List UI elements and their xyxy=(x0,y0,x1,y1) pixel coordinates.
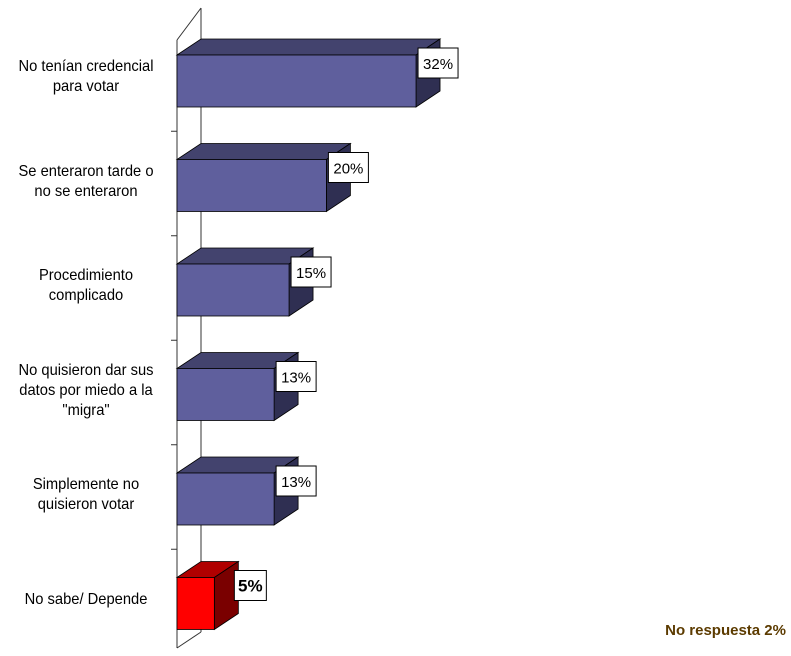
category-label-6: No sabe/ Depende xyxy=(12,590,159,610)
value-label-5: 13% xyxy=(275,465,317,497)
value-label-box xyxy=(275,465,317,497)
value-label-4: 13% xyxy=(275,361,317,392)
bar-front-face xyxy=(176,577,215,630)
category-label-line: no se enteraron xyxy=(34,182,138,200)
category-label-1: No tenían credencial para votar xyxy=(12,57,159,97)
value-label-2: 20% xyxy=(327,152,369,183)
category-label-line: Se enteraron tarde o xyxy=(18,162,154,180)
bar-front-face xyxy=(176,368,275,421)
bars xyxy=(175,38,442,631)
axis-top-edge xyxy=(176,7,202,41)
category-label-line: "migra" xyxy=(62,401,110,419)
no-response-note: No respuesta 2% xyxy=(665,622,786,639)
category-label-line: Procedimiento xyxy=(38,267,134,284)
value-label-text: 20% xyxy=(333,161,363,178)
value-label-6: 5% xyxy=(233,570,267,601)
category-label-2: Se enteraron tarde o no se enteraron xyxy=(12,162,159,202)
bar-2 xyxy=(175,142,352,213)
value-label-box xyxy=(275,361,317,392)
value-label-text: 15% xyxy=(296,265,326,282)
value-labels: 32% 20% 15% 13% 13% 5% xyxy=(233,47,459,601)
category-label-line: para votar xyxy=(52,78,120,95)
value-label-text: 32% xyxy=(423,56,453,73)
bar-1 xyxy=(175,38,442,108)
category-label-5: Simplemente no quisieron votar xyxy=(12,475,159,515)
value-label-text: 13% xyxy=(281,474,311,491)
axis-bottom-edge xyxy=(176,631,202,649)
bar-6 xyxy=(175,560,240,631)
category-label-3: Procedimiento complicado xyxy=(12,266,159,306)
category-label-line: quisieron votar xyxy=(37,496,135,513)
bar-front-face xyxy=(176,54,417,108)
bar-front-face xyxy=(176,472,275,526)
category-label-4: No quisieron dar sus datos por miedo a la… xyxy=(12,361,159,421)
bar-front-face xyxy=(176,263,290,317)
value-label-box xyxy=(327,152,369,183)
axis xyxy=(171,7,202,649)
bar-top-face xyxy=(175,38,442,56)
category-label-line: complicado xyxy=(48,287,124,304)
value-label-3: 15% xyxy=(290,256,332,288)
value-label-1: 32% xyxy=(417,47,459,79)
bar-top-face xyxy=(175,143,352,160)
category-label-line: datos por miedo a la xyxy=(19,381,153,399)
value-label-text: 5% xyxy=(238,577,263,596)
category-label-line: Simplemente no xyxy=(32,476,140,493)
bar-front-face xyxy=(176,159,327,212)
value-label-text: 13% xyxy=(281,370,311,387)
category-label-line: No sabe/ Depende xyxy=(24,590,148,608)
category-label-line: No tenían credencial xyxy=(18,58,154,75)
value-label-box xyxy=(417,47,459,79)
category-label-line: No quisieron dar sus xyxy=(18,361,154,379)
value-label-box xyxy=(290,256,332,288)
value-label-box xyxy=(233,570,267,601)
